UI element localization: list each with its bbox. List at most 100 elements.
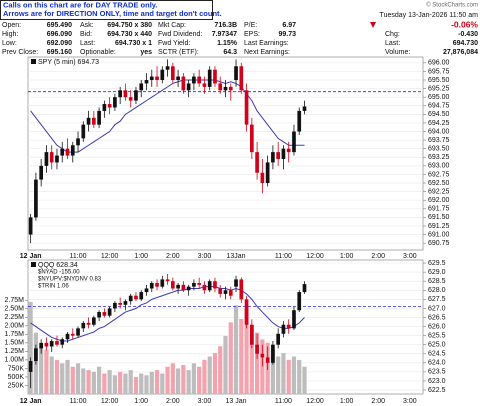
candle-body [128, 97, 133, 101]
volume-bar [49, 356, 54, 394]
volume-bar [91, 371, 96, 394]
plot-frame [27, 56, 424, 251]
candle-body [297, 292, 302, 311]
change-pct: -0.06% [451, 19, 478, 29]
volume-bar [154, 370, 160, 394]
x-tick-label: 3:00 [403, 253, 417, 260]
down-arrow [370, 22, 376, 28]
candle-body [281, 148, 286, 159]
volume-bar [297, 359, 302, 394]
candle-body [265, 357, 270, 363]
y-tick-label: 627.0 [428, 305, 446, 312]
volume-bar [102, 373, 107, 394]
candle-body [197, 283, 202, 285]
quote-value: 694.730 [453, 40, 478, 47]
y-tick-label: 629.5 [428, 260, 446, 267]
candle-body [170, 281, 175, 289]
volume-bar [70, 366, 75, 394]
y-tick-label: 695.50 [428, 77, 450, 84]
quote-value: 64.3 [223, 49, 237, 56]
x-tick-label: 12 Jan [20, 398, 42, 405]
volume-bar [181, 365, 186, 394]
candle-body [202, 284, 207, 291]
candle-body [60, 148, 65, 156]
quote-label: Last Earnings: [244, 40, 289, 47]
candle-body [102, 312, 107, 316]
volume-bar [191, 363, 197, 394]
candle-body [81, 322, 86, 329]
candle-body [86, 117, 91, 125]
x-tick-label: 3:00 [403, 398, 417, 405]
moving-average [30, 79, 305, 153]
volume-bar [218, 346, 223, 394]
candle-body [139, 292, 144, 300]
candle-body [97, 312, 101, 318]
volume-bar [170, 363, 175, 394]
y-tick-label: 693.50 [428, 146, 450, 153]
candle-body [149, 283, 154, 289]
candle-body [186, 83, 191, 91]
candle-body [192, 76, 196, 84]
quote-value: 1.15% [217, 40, 238, 47]
candle-body [107, 308, 112, 316]
candle-body [44, 152, 49, 166]
volume-bar [81, 368, 86, 394]
quote-label: High: [2, 31, 18, 38]
y-tick-label: 627.5 [428, 296, 446, 303]
candle-body [271, 152, 275, 163]
quote-label: Open: [2, 22, 21, 29]
y-tick-label: 694.25 [428, 120, 450, 127]
volume-bar [302, 366, 307, 394]
candle-body [160, 69, 165, 81]
x-tick-label: 3:00 [198, 398, 212, 405]
y-tick-label: 626.0 [428, 323, 446, 330]
y-tick-label: 691.50 [428, 214, 450, 221]
legend-entry: QQQ 628.34 [38, 262, 78, 269]
candle-body [49, 152, 54, 163]
candle-body [286, 324, 291, 329]
volume-bar [123, 373, 128, 394]
candle-body [34, 348, 38, 361]
x-tick-label: 2:00 [371, 253, 385, 260]
volume-bar [86, 370, 91, 394]
note-line: Calls on this chart are for DAY TRADE on… [3, 0, 157, 9]
candle-body [113, 97, 117, 108]
candle-body [155, 76, 159, 81]
volume-bar [186, 370, 191, 394]
x-tick-label: 11:00 [275, 253, 292, 260]
volume-bar [107, 370, 112, 394]
candle-body [223, 86, 228, 91]
candle-body [223, 290, 228, 294]
candle-body [213, 281, 217, 289]
candle-body [244, 90, 249, 125]
candle-body [176, 76, 180, 81]
x-tick-label: 2:00 [166, 398, 180, 405]
quote-value: 716.3B [214, 22, 237, 29]
quote-label: Last: [385, 40, 400, 47]
candle-body [81, 124, 86, 139]
candle-body [297, 110, 302, 132]
moving-average [30, 286, 305, 342]
y-tick-label: 623.0 [428, 378, 446, 385]
candle-body [86, 322, 91, 325]
candle-body [34, 179, 38, 218]
volume-bar [28, 301, 33, 394]
volume-bar [249, 325, 254, 394]
candle-body [113, 302, 117, 309]
candle-body [134, 295, 138, 300]
y-tick-label: 691.25 [428, 223, 450, 230]
candle-body [91, 317, 96, 325]
candle-body [186, 286, 191, 291]
y-tick-label: 695.00 [428, 94, 450, 101]
quote-label: Bid: [80, 31, 92, 38]
quote-value: 692.090 [47, 40, 72, 47]
x-tick-label: 1:00 [134, 398, 148, 405]
candle-body [302, 106, 307, 111]
quote-value: 694.730 x 440 [107, 31, 152, 38]
volume-bar [160, 373, 165, 394]
volume-bar [207, 356, 212, 394]
x-tick-label: 12:00 [306, 253, 324, 260]
candle-body [55, 341, 59, 345]
quote-value: 695.490 [47, 22, 72, 29]
candle-body [70, 145, 75, 156]
